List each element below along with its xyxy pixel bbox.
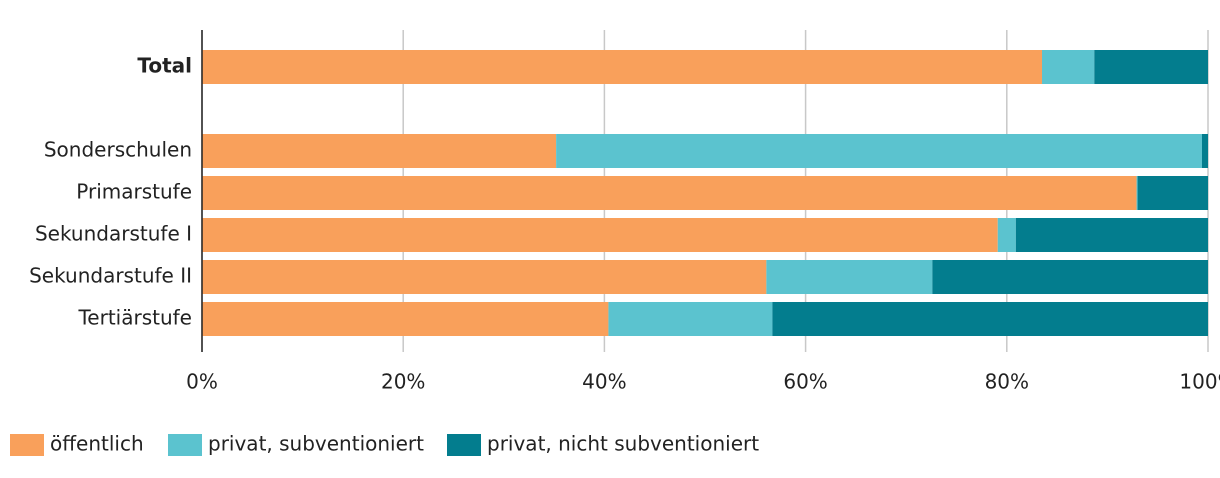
y-tick-label: Tertiärstufe xyxy=(77,306,192,330)
y-tick-label: Sonderschulen xyxy=(44,138,192,162)
bar-segment xyxy=(1094,50,1208,84)
legend-label: öffentlich xyxy=(50,432,144,456)
bar-segment xyxy=(1137,176,1208,210)
y-tick-label: Sekundarstufe I xyxy=(35,222,192,246)
legend-label: privat, subventioniert xyxy=(208,432,424,456)
bar-segment xyxy=(556,134,1202,168)
bar-segment xyxy=(997,218,1016,252)
x-tick-label: 40% xyxy=(582,370,626,394)
bar-segment xyxy=(202,134,557,168)
y-tick-label: Primarstufe xyxy=(76,180,192,204)
bar-segment xyxy=(608,302,773,336)
bar-segment xyxy=(202,218,998,252)
bar-segment xyxy=(1201,134,1208,168)
x-tick-label: 20% xyxy=(381,370,425,394)
bar-segment xyxy=(202,302,609,336)
bar-segment xyxy=(1015,218,1208,252)
bar-segment xyxy=(766,260,933,294)
legend-swatch xyxy=(10,434,44,456)
bar-segment xyxy=(1136,176,1138,210)
x-tick-label: 60% xyxy=(783,370,827,394)
y-tick-label: Total xyxy=(137,54,192,78)
bar-segment xyxy=(202,50,1043,84)
legend-swatch xyxy=(168,434,202,456)
bar-segment xyxy=(202,260,767,294)
y-tick-label: Sekundarstufe II xyxy=(29,264,192,288)
bar-segment xyxy=(202,176,1137,210)
bar-segment xyxy=(1042,50,1095,84)
bar-segment xyxy=(932,260,1208,294)
legend-label: privat, nicht subventioniert xyxy=(487,432,759,456)
x-tick-label: 100% xyxy=(1179,370,1220,394)
x-tick-label: 0% xyxy=(186,370,218,394)
bar-segment xyxy=(772,302,1208,336)
legend-swatch xyxy=(447,434,481,456)
x-tick-label: 80% xyxy=(985,370,1029,394)
